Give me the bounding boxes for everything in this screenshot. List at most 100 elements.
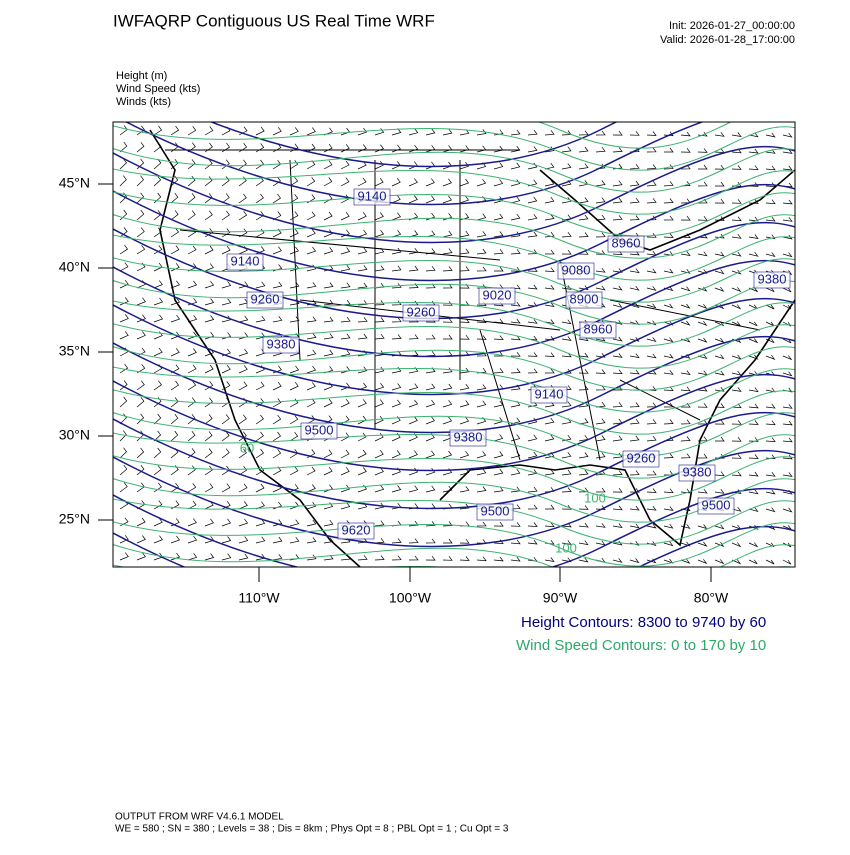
wind-barb	[357, 144, 367, 153]
wind-barb	[629, 215, 640, 221]
wind-barb	[204, 193, 213, 204]
wind-barb	[306, 537, 317, 544]
wind-barb	[391, 230, 402, 238]
wind-barb	[748, 559, 758, 565]
wind-barb	[680, 436, 691, 442]
wind-barb	[187, 280, 198, 289]
wind-barb	[748, 437, 759, 442]
wind-barb	[765, 403, 776, 409]
wind-barb	[221, 414, 230, 425]
wind-barb	[442, 485, 453, 493]
wind-barb	[459, 318, 470, 323]
wind-barb	[459, 129, 470, 136]
wind-barb	[340, 449, 350, 459]
wind-barb	[221, 332, 232, 340]
wind-barb	[119, 464, 128, 476]
wind-barb	[119, 314, 129, 323]
wind-barb	[714, 321, 725, 327]
field-label: Winds (kts)	[116, 96, 171, 108]
wind-barb	[714, 403, 725, 408]
wind-barb	[136, 245, 146, 255]
wind-barb	[425, 161, 435, 170]
wind-barb	[136, 142, 145, 153]
contour-label-box	[246, 291, 284, 309]
wind-barb	[442, 283, 453, 289]
wind-barb	[510, 162, 521, 170]
wind-barb	[170, 430, 179, 442]
wind-barb	[221, 431, 230, 442]
wind-barb	[595, 418, 606, 425]
wind-barb	[663, 402, 674, 408]
wind-barb	[187, 126, 197, 136]
wind-barb	[765, 199, 776, 205]
wind-barb	[765, 489, 776, 495]
wind-barb	[374, 265, 385, 272]
wind-barb	[663, 523, 674, 529]
height-contour-label: 9620	[342, 522, 371, 537]
wind-barb	[765, 132, 776, 138]
wind-contour	[113, 257, 795, 303]
wind-barb	[782, 287, 792, 293]
wind-barb	[765, 304, 775, 310]
wind-barb	[476, 468, 487, 476]
wind-barb	[187, 210, 196, 221]
wind-barb	[306, 466, 316, 476]
wind-barb	[578, 452, 589, 459]
wind-barb	[136, 413, 145, 425]
wind-barb	[238, 431, 247, 442]
wind-barb	[374, 449, 384, 459]
wind-barb	[612, 558, 623, 563]
wind-barb	[629, 418, 640, 425]
wind-barb	[255, 448, 265, 459]
wind-barb	[765, 437, 776, 442]
wind-contour	[113, 300, 795, 347]
field-label: Wind Speed (kts)	[116, 83, 200, 95]
wind-barb	[272, 536, 283, 544]
wind-barb	[187, 193, 196, 204]
wind-barb	[561, 336, 572, 341]
wind-barb	[493, 145, 504, 153]
wind-barb	[612, 470, 623, 476]
wind-barb	[442, 400, 453, 408]
wind-barb	[119, 297, 129, 306]
wind-barb	[595, 487, 606, 493]
wind-barb	[187, 331, 198, 340]
wind-barb	[595, 385, 606, 391]
lon-label: 110°W	[238, 590, 280, 606]
wind-barb	[578, 232, 589, 238]
contour-label-box	[402, 304, 440, 322]
wind-barb	[221, 465, 231, 476]
wind-barb	[494, 351, 504, 357]
wind-barb	[408, 485, 419, 493]
wind-barb	[680, 268, 691, 274]
wind-barb	[782, 217, 793, 222]
wind-barb	[255, 315, 266, 323]
wind-barb	[561, 487, 572, 493]
wind-barb	[187, 348, 197, 357]
wind-barb	[187, 553, 198, 561]
wind-barb	[476, 213, 487, 221]
wind-barb	[425, 248, 436, 255]
wind-barb	[629, 268, 640, 274]
wind-contour-label: 100	[584, 490, 606, 505]
wind-barb	[357, 467, 367, 476]
wind-barb	[680, 419, 691, 425]
wind-barb	[272, 483, 282, 493]
wind-barb	[731, 436, 742, 442]
wind-barb	[119, 279, 129, 289]
wind-barb	[153, 227, 162, 238]
contour-label-box	[353, 188, 391, 206]
wind-barb	[306, 229, 316, 238]
wind-barb	[170, 348, 180, 357]
wind-barb	[663, 251, 674, 256]
wind-barb	[493, 468, 504, 476]
wind-barb	[289, 316, 300, 323]
wind-barb	[663, 419, 674, 425]
wind-barb	[663, 320, 674, 326]
wind-barb	[646, 419, 657, 425]
wind-barb	[306, 365, 317, 374]
wind-barb	[629, 163, 640, 170]
wind-barb	[391, 317, 402, 323]
wind-barb	[136, 347, 146, 357]
wind-barb	[731, 321, 742, 327]
